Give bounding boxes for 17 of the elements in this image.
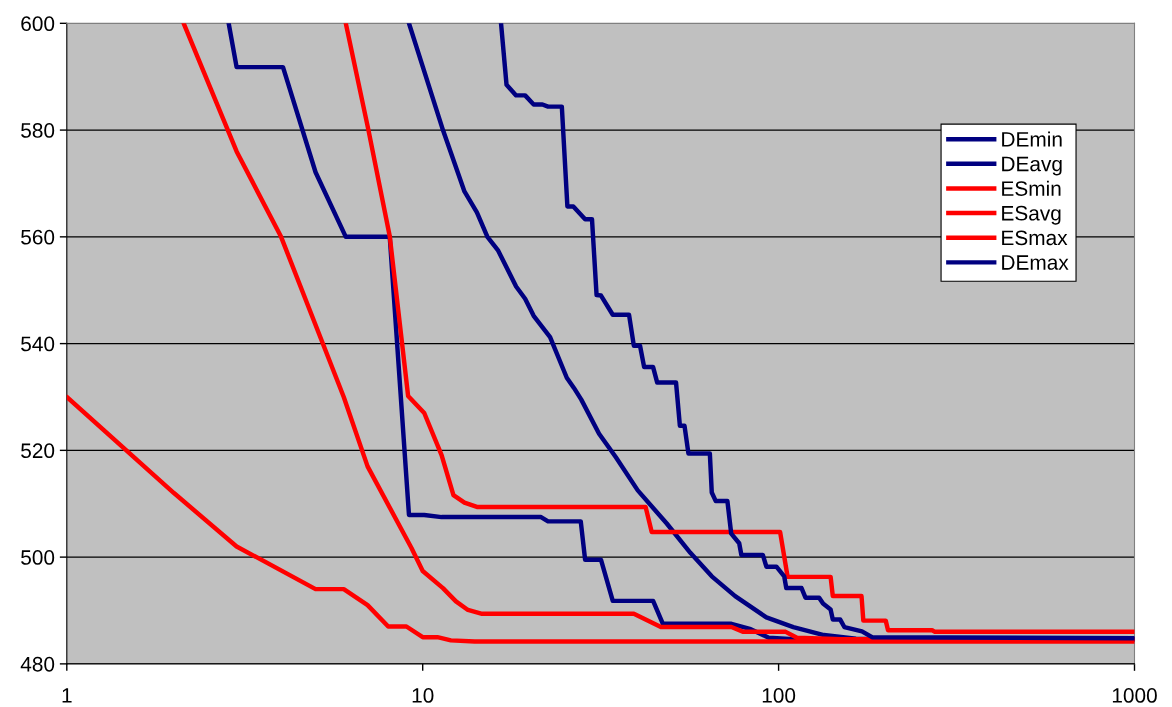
legend-label: DEavg xyxy=(1002,156,1062,176)
y-tick-label: 500 xyxy=(21,550,55,565)
x-tick-label: 10 xyxy=(412,688,434,703)
y-tick-label: 600 xyxy=(21,16,55,32)
legend-label: ESmax xyxy=(1002,230,1068,246)
y-tick-label: 520 xyxy=(21,443,55,459)
x-tick-label: 1 xyxy=(62,688,72,703)
y-tick-label: 540 xyxy=(21,336,55,352)
y-tick-label: 580 xyxy=(21,123,55,138)
x-tick-label: 1000 xyxy=(1112,688,1157,703)
y-tick-label: 560 xyxy=(21,229,55,245)
legend-label: ESavg xyxy=(1002,205,1061,225)
y-tick-label: 480 xyxy=(20,656,55,672)
legend-label: DEmax xyxy=(1002,255,1069,270)
x-tick-label: 100 xyxy=(762,688,796,703)
legend-label: ESmin xyxy=(1002,180,1061,196)
legend-label: DEmin xyxy=(1002,131,1062,147)
